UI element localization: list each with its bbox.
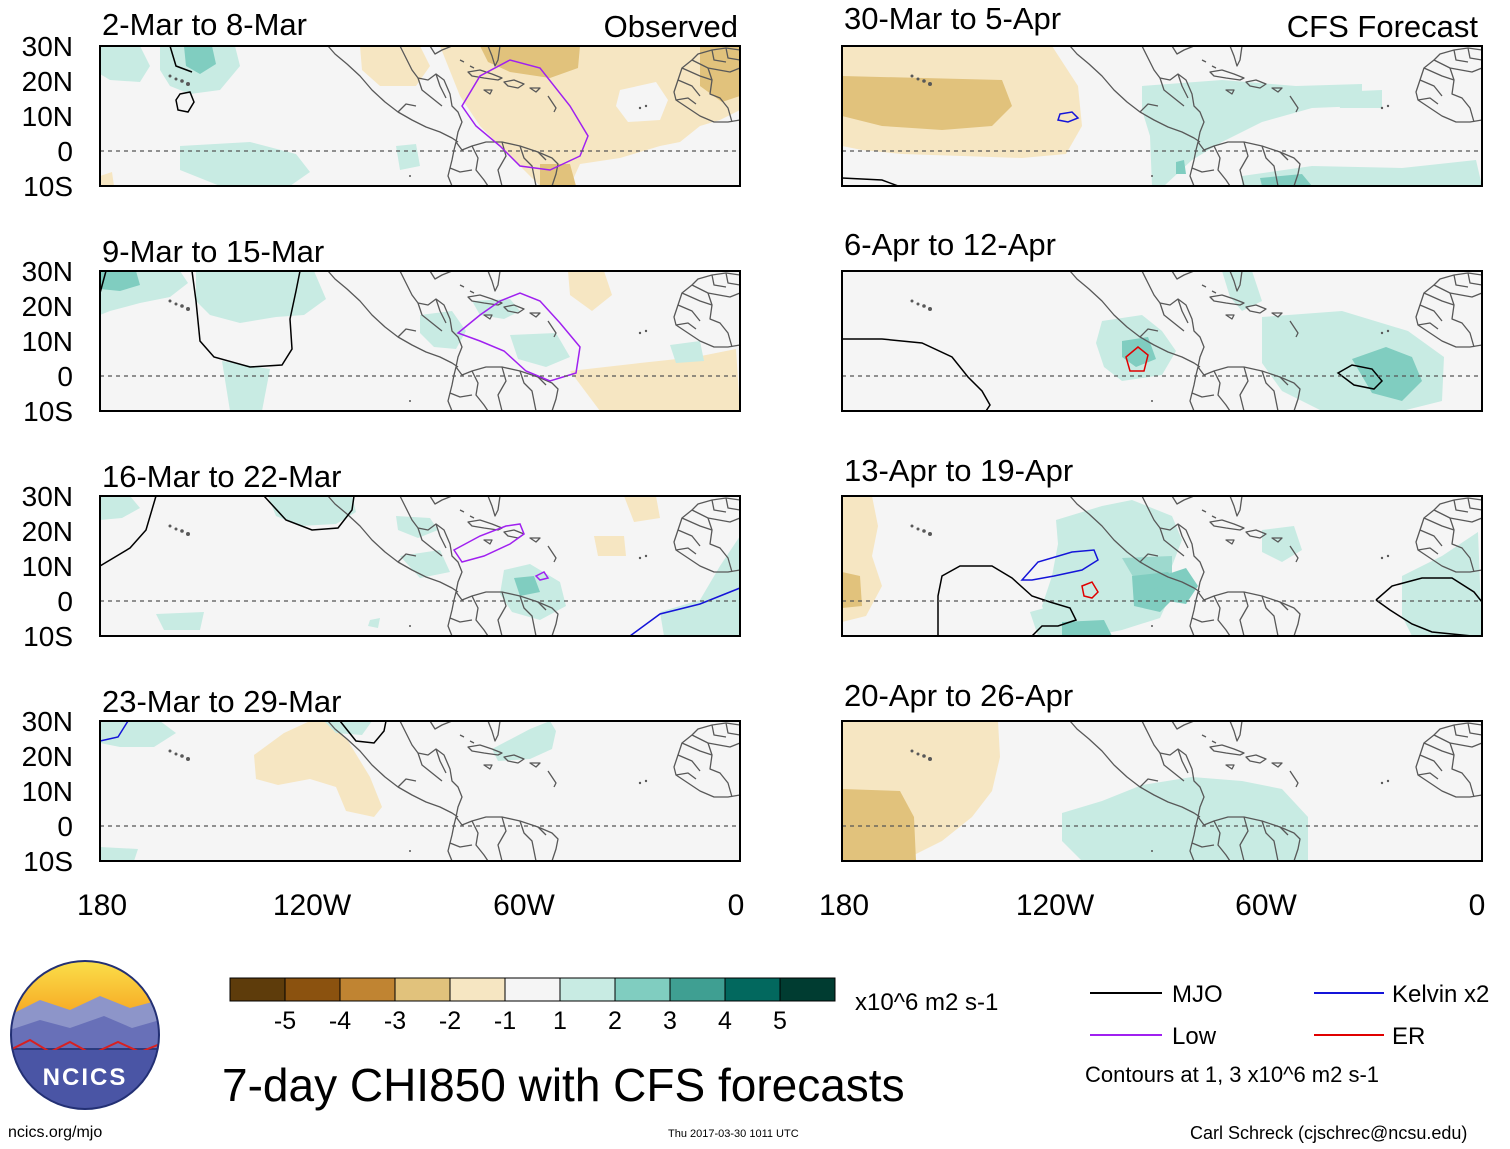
ocean-background xyxy=(100,721,740,861)
lat-label-10s: 10S xyxy=(23,396,73,427)
colorbar-swatch xyxy=(229,977,286,1002)
lat-label-10s: 10S xyxy=(23,621,73,652)
logo-text: NCICS xyxy=(43,1064,128,1091)
lon-labels-left: 180 120W 60W 0 xyxy=(77,889,744,922)
lat-label-10n: 10N xyxy=(22,776,73,807)
panel-tag-observed: Observed xyxy=(604,9,738,44)
lat-label-30n: 30N xyxy=(22,481,73,512)
ncics-logo: NCICS xyxy=(10,960,160,1110)
panel-tag-forecast: CFS Forecast xyxy=(1287,9,1479,44)
lon-label-0: 0 xyxy=(1469,889,1486,922)
colorbar-tick-label: 1 xyxy=(553,1007,567,1035)
panel-frame xyxy=(99,45,741,187)
colorbar-tick-label: 3 xyxy=(663,1007,677,1035)
lon-label-60w: 60W xyxy=(493,889,555,922)
map-panel-30mar xyxy=(841,45,1483,187)
lat-label-10s: 10S xyxy=(23,846,73,877)
lon-label-0: 0 xyxy=(728,889,745,922)
colorbar-swatch xyxy=(779,977,836,1002)
colorbar-swatch xyxy=(339,977,396,1002)
colorbar: -5 -4 -3 -2 -1 1 2 3 4 5 xyxy=(229,977,836,1035)
lat-labels-row2: 30N 20N 10N 0 10S xyxy=(22,256,73,427)
panel-period-1: 2-Mar to 8-Mar xyxy=(102,7,307,42)
colorbar-swatch xyxy=(669,977,726,1002)
colorbar-swatch xyxy=(284,977,341,1002)
lat-label-20n: 20N xyxy=(22,66,73,97)
colorbar-swatch xyxy=(614,977,671,1002)
lat-label-20n: 20N xyxy=(22,741,73,772)
lat-label-10n: 10N xyxy=(22,101,73,132)
lat-label-0: 0 xyxy=(57,136,73,167)
map-panel-13apr xyxy=(841,495,1483,637)
lat-label-10n: 10N xyxy=(22,326,73,357)
logo-ring xyxy=(10,960,160,1110)
colorbar-swatch xyxy=(559,977,616,1002)
map-panel-9mar xyxy=(99,270,741,412)
lat-label-30n: 30N xyxy=(22,256,73,287)
lat-label-0: 0 xyxy=(57,811,73,842)
lon-label-180: 180 xyxy=(819,889,869,922)
legend-label-low: Low xyxy=(1172,1023,1217,1050)
colorbar-tick-label: -1 xyxy=(494,1007,516,1035)
timestamp: Thu 2017-03-30 1011 UTC xyxy=(668,1128,799,1140)
panel-period-4: 23-Mar to 29-Mar xyxy=(102,684,341,719)
lat-label-20n: 20N xyxy=(22,291,73,322)
colorbar-swatch xyxy=(449,977,506,1002)
panel-frame xyxy=(841,270,1483,412)
map-panel-23mar xyxy=(99,720,741,862)
contour-note: Contours at 1, 3 x10^6 m2 s-1 xyxy=(1085,1062,1380,1087)
panel-period-2: 9-Mar to 15-Mar xyxy=(102,234,324,269)
panel-frame xyxy=(841,720,1483,862)
map-panel-16mar xyxy=(99,495,741,637)
panel-period-5: 30-Mar to 5-Apr xyxy=(844,1,1061,36)
map-panel-20apr xyxy=(841,720,1483,862)
panel-frame xyxy=(99,495,741,637)
figure-title: 7-day CHI850 with CFS forecasts xyxy=(222,1059,905,1111)
legend-label-mjo: MJO xyxy=(1172,981,1223,1008)
lat-label-10n: 10N xyxy=(22,551,73,582)
lon-label-120w: 120W xyxy=(273,889,352,922)
colorbar-tick-label: -2 xyxy=(439,1007,461,1035)
panel-frame xyxy=(841,495,1483,637)
author-credit: Carl Schreck (cjschrec@ncsu.edu) xyxy=(1190,1123,1468,1143)
map-panel-2mar xyxy=(99,45,741,187)
lat-labels-row4: 30N 20N 10N 0 10S xyxy=(22,706,73,877)
panel-frame xyxy=(841,45,1483,187)
lat-labels-row3: 30N 20N 10N 0 10S xyxy=(22,481,73,652)
panel-frame xyxy=(99,270,741,412)
colorbar-tick-label: -5 xyxy=(274,1007,296,1035)
lat-label-0: 0 xyxy=(57,586,73,617)
colorbar-swatch xyxy=(394,977,451,1002)
colorbar-swatch xyxy=(724,977,781,1002)
panel-period-6: 6-Apr to 12-Apr xyxy=(844,227,1056,262)
lon-label-60w: 60W xyxy=(1235,889,1297,922)
colorbar-tick-label: 4 xyxy=(718,1007,732,1035)
map-panel-6apr xyxy=(841,270,1483,412)
lat-label-30n: 30N xyxy=(22,706,73,737)
colorbar-tick-label: -3 xyxy=(384,1007,406,1035)
panel-period-3: 16-Mar to 22-Mar xyxy=(102,459,341,494)
colorbar-tick-label: 5 xyxy=(773,1007,787,1035)
colorbar-tick-label: 2 xyxy=(608,1007,622,1035)
lon-label-180: 180 xyxy=(77,889,127,922)
lat-label-30n: 30N xyxy=(22,31,73,62)
colorbar-tick-label: -4 xyxy=(329,1007,351,1035)
colorbar-swatch xyxy=(504,977,561,1002)
panel-period-7: 13-Apr to 19-Apr xyxy=(844,453,1073,488)
panel-period-8: 20-Apr to 26-Apr xyxy=(844,678,1073,713)
lon-label-120w: 120W xyxy=(1016,889,1095,922)
lat-label-20n: 20N xyxy=(22,516,73,547)
lat-label-0: 0 xyxy=(57,361,73,392)
site-link[interactable]: ncics.org/mjo xyxy=(8,1124,103,1141)
lat-labels-row1: 30N 20N 10N 0 10S xyxy=(22,31,73,202)
colorbar-units: x10^6 m2 s-1 xyxy=(855,989,999,1016)
panel-frame xyxy=(99,720,741,862)
legend: MJO Kelvin x2 Low ER xyxy=(1090,981,1489,1050)
lat-label-10s: 10S xyxy=(23,171,73,202)
legend-label-er: ER xyxy=(1392,1023,1425,1050)
lon-labels-right: 180 120W 60W 0 xyxy=(819,889,1485,922)
legend-label-kelvin: Kelvin x2 xyxy=(1392,981,1489,1008)
